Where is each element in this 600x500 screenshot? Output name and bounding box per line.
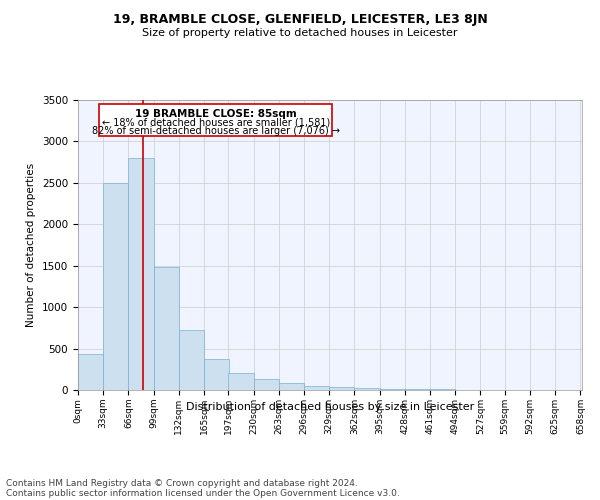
Text: ← 18% of detached houses are smaller (1,581): ← 18% of detached houses are smaller (1,… (102, 118, 330, 128)
Bar (128, 158, 154, 390)
Text: 82% of semi-detached houses are larger (7,076) →: 82% of semi-detached houses are larger (… (92, 126, 340, 136)
Bar (380, 389, 405, 390)
Bar (304, 386, 329, 390)
Y-axis label: Number of detached properties: Number of detached properties (26, 163, 37, 327)
Text: 19, BRAMBLE CLOSE, GLENFIELD, LEICESTER, LE3 8JN: 19, BRAMBLE CLOSE, GLENFIELD, LEICESTER,… (113, 12, 487, 26)
Bar (179, 330, 204, 390)
Bar (229, 374, 254, 390)
FancyBboxPatch shape (100, 104, 332, 136)
Text: Contains public sector information licensed under the Open Government Licence v3: Contains public sector information licen… (6, 488, 400, 498)
Bar (103, 183, 128, 390)
Bar (204, 358, 229, 390)
Bar (254, 379, 279, 390)
Bar (154, 268, 179, 390)
Text: Contains HM Land Registry data © Crown copyright and database right 2024.: Contains HM Land Registry data © Crown c… (6, 478, 358, 488)
Text: 19 BRAMBLE CLOSE: 85sqm: 19 BRAMBLE CLOSE: 85sqm (135, 108, 297, 118)
Bar (329, 387, 355, 390)
Bar (405, 389, 430, 390)
Text: Size of property relative to detached houses in Leicester: Size of property relative to detached ho… (142, 28, 458, 38)
Bar (279, 384, 304, 390)
Bar (78, 354, 103, 390)
Bar (355, 388, 380, 390)
Text: Distribution of detached houses by size in Leicester: Distribution of detached houses by size … (186, 402, 474, 412)
